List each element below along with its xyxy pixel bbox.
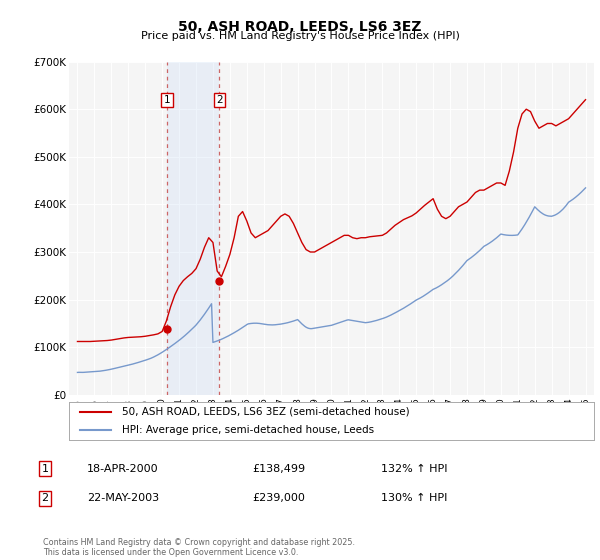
Text: 1: 1 [41,464,49,474]
Text: 132% ↑ HPI: 132% ↑ HPI [381,464,448,474]
Text: £239,000: £239,000 [252,493,305,503]
Text: Contains HM Land Registry data © Crown copyright and database right 2025.
This d: Contains HM Land Registry data © Crown c… [43,538,355,557]
Text: 50, ASH ROAD, LEEDS, LS6 3EZ (semi-detached house): 50, ASH ROAD, LEEDS, LS6 3EZ (semi-detac… [121,407,409,417]
Text: 18-APR-2000: 18-APR-2000 [87,464,158,474]
Text: 2: 2 [216,95,223,105]
Text: HPI: Average price, semi-detached house, Leeds: HPI: Average price, semi-detached house,… [121,425,374,435]
Text: 2: 2 [41,493,49,503]
Text: Price paid vs. HM Land Registry's House Price Index (HPI): Price paid vs. HM Land Registry's House … [140,31,460,41]
Text: 130% ↑ HPI: 130% ↑ HPI [381,493,448,503]
Text: 50, ASH ROAD, LEEDS, LS6 3EZ: 50, ASH ROAD, LEEDS, LS6 3EZ [178,20,422,34]
Text: 22-MAY-2003: 22-MAY-2003 [87,493,159,503]
Text: 1: 1 [164,95,170,105]
Text: £138,499: £138,499 [252,464,305,474]
Bar [167,62,220,395]
